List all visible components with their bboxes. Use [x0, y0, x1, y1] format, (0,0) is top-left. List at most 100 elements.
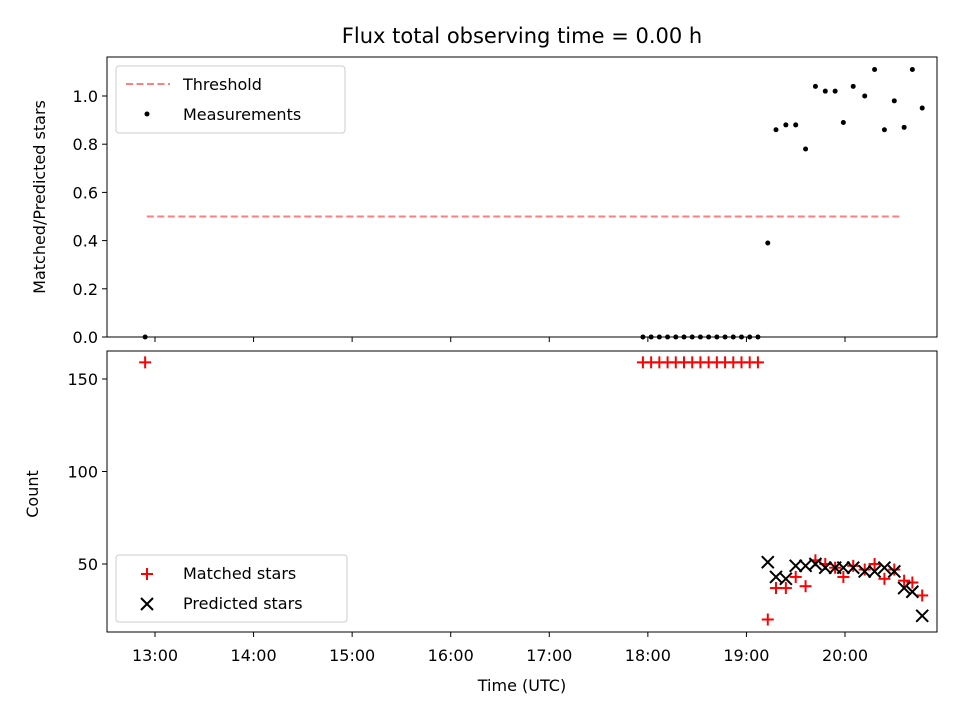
measurement-point: [832, 88, 838, 94]
predicted-star-point: [858, 564, 872, 579]
bottom-x-tick-label: 19:00: [723, 646, 769, 665]
bottom-x-tick-label: 14:00: [231, 646, 277, 665]
measurement-point: [747, 334, 753, 340]
measurement-point: [730, 334, 736, 340]
matched-star-point: [761, 613, 774, 626]
legend-predicted-label: Predicted stars: [183, 594, 303, 613]
measurement-point: [901, 124, 907, 130]
matched-star-point: [837, 570, 850, 583]
bottom-x-ticks: 13:00 14:00 15:00 16:00 17:00 18:00 19:00 20:00: [132, 632, 868, 665]
matched-star-point: [751, 356, 764, 369]
measurement-point: [812, 83, 818, 89]
predicted-star-point: [846, 560, 860, 575]
matched-star-point: [789, 570, 802, 583]
measurement-point: [640, 334, 646, 340]
top-y-tick-label: 0.2: [73, 280, 98, 299]
bottom-x-tick-label: 13:00: [132, 646, 178, 665]
top-y-axis-label: Matched/Predicted stars: [30, 100, 49, 294]
predicted-star-point: [915, 609, 929, 623]
top-x-ticks: [154, 337, 846, 342]
matched-star-point: [868, 558, 881, 570]
measurement-point: [850, 83, 856, 89]
measurement-point: [706, 334, 712, 340]
bottom-x-tick-label: 15:00: [329, 646, 375, 665]
bottom-panel: 13:00 14:00 15:00 16:00 17:00 18:00 19:00 20:00…: [23, 350, 938, 695]
bottom-x-tick-label: 20:00: [822, 646, 868, 665]
legend-measurements-swatch: [144, 111, 150, 117]
top-y-ticks: 0.0 0.2 0.4 0.6 0.8 1.0: [73, 87, 107, 347]
measurement-point: [909, 66, 915, 72]
predicted-star-point: [897, 581, 911, 595]
measurement-point: [783, 122, 789, 128]
measurement-point: [697, 334, 703, 340]
predicted-star-point: [905, 585, 920, 599]
predicted-star-point: [836, 560, 851, 575]
measurement-point: [822, 88, 828, 94]
measurement-point: [665, 334, 671, 340]
measurement-point: [755, 334, 761, 340]
bottom-y-tick-label: 50: [78, 555, 98, 574]
bottom-x-tick-label: 17:00: [526, 646, 572, 665]
predicted-star-point: [789, 559, 803, 573]
predicted-star-point: [818, 560, 832, 575]
measurement-point: [862, 93, 868, 99]
predicted-star-point: [867, 564, 882, 579]
top-y-tick-label: 0.6: [73, 183, 98, 202]
measurement-point: [722, 334, 728, 340]
top-legend-box: [115, 65, 346, 134]
measurement-point: [714, 334, 720, 340]
top-axes-frame: [106, 56, 938, 338]
measurement-point: [872, 66, 878, 72]
bottom-y-tick-label: 150: [67, 370, 98, 389]
measurement-point: [803, 146, 809, 152]
measurement-point: [142, 334, 148, 340]
matched-star-point: [799, 580, 812, 593]
bottom-x-tick-label: 16:00: [428, 646, 474, 665]
matched-star-point: [847, 559, 860, 572]
top-y-tick-label: 0.0: [73, 328, 98, 347]
legend-matched-label: Matched stars: [183, 564, 296, 583]
matched-star-point: [916, 589, 929, 602]
measurements-series: [142, 66, 925, 340]
top-y-tick-label: 1.0: [73, 87, 98, 106]
bottom-x-tick-label: 18:00: [625, 646, 671, 665]
matched-star-point: [898, 574, 911, 587]
legend-predicted-swatch: [140, 597, 154, 611]
predicted-star-point: [887, 564, 901, 579]
measurement-point: [648, 334, 654, 340]
measurement-point: [689, 334, 695, 340]
legend-measurements-label: Measurements: [183, 105, 301, 124]
top-y-tick-label: 0.4: [73, 232, 98, 251]
measurement-point: [840, 120, 846, 126]
top-y-tick-label: 0.8: [73, 135, 98, 154]
chart-title: Flux total observing time = 0.00 h: [342, 24, 702, 48]
measurement-point: [656, 334, 662, 340]
measurement-point: [681, 334, 687, 340]
bottom-y-ticks: 50 100 150: [67, 370, 107, 574]
bottom-legend: Matched stars Predicted stars: [115, 554, 348, 623]
measurement-point: [881, 127, 887, 133]
legend-threshold-label: Threshold: [182, 75, 262, 94]
matched-star-point: [878, 572, 891, 585]
measurement-point: [891, 98, 897, 104]
top-panel: 0.0 0.2 0.4 0.6 0.8 1.0 Matched/Predicted sta…: [30, 56, 938, 347]
predicted-star-point: [761, 555, 775, 569]
measurement-point: [773, 127, 779, 133]
matched-star-point: [888, 563, 901, 576]
predicted-star-point: [877, 560, 892, 575]
predicted-star-point: [779, 572, 793, 586]
matched-star-point: [139, 356, 152, 369]
measurement-point: [673, 334, 679, 340]
legend-matched-swatch: [141, 568, 153, 580]
x-axis-label: Time (UTC): [477, 676, 566, 695]
bottom-y-axis-label: Count: [23, 470, 42, 518]
bottom-axes-frame: [106, 350, 938, 633]
measurement-point: [765, 240, 771, 246]
measurement-point: [919, 105, 925, 111]
matched-star-point: [779, 582, 792, 595]
matched-star-point: [858, 563, 871, 576]
measurement-point: [739, 334, 744, 340]
bottom-y-tick-label: 100: [67, 463, 98, 482]
measurement-point: [793, 122, 799, 128]
